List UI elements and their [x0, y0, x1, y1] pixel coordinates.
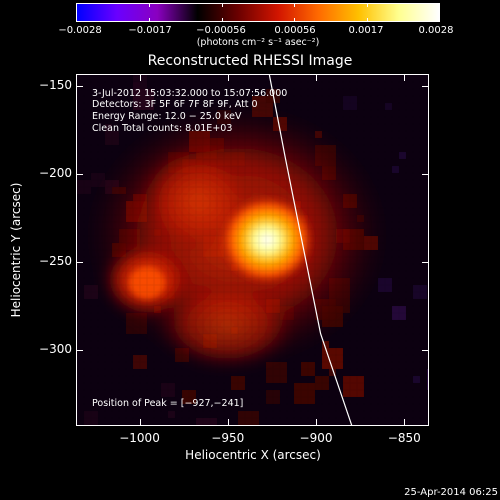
x-tick-label: −900: [299, 431, 333, 445]
y-axis-label: Heliocentric Y (arcsec): [9, 182, 23, 318]
annotation-energy: Energy Range: 12.0 − 25.0 keV: [92, 111, 242, 122]
reconstructed-image: [77, 75, 428, 425]
annotation-time-range: 3-Jul-2012 15:03:32.000 to 15:07:56.000: [92, 88, 288, 99]
y-tick-mark: [422, 86, 429, 88]
colorbar-units: (photons cm⁻² s⁻¹ asec⁻²): [196, 37, 320, 48]
x-tick-label: −850: [387, 431, 421, 445]
colorbar-label: −0.0017: [128, 25, 172, 36]
colorbar: [76, 3, 440, 22]
x-axis-label: Heliocentric X (arcsec): [185, 448, 321, 462]
annotation-peak: Position of Peak = [−927,−241]: [92, 398, 244, 409]
x-tick-mark: [404, 419, 406, 426]
solar-limb-line: [268, 75, 353, 425]
y-tick-mark: [76, 174, 83, 176]
colorbar-tick: [366, 18, 368, 22]
colorbar-tick: [221, 18, 223, 22]
y-tick-mark: [422, 262, 429, 264]
colorbar-gradient: [77, 4, 439, 21]
y-tick-label: −150: [39, 78, 72, 93]
annotation-detectors: Detectors: 3F 5F 6F 7F 8F 9F, Att 0: [92, 99, 258, 110]
colorbar-tick: [149, 3, 151, 7]
x-tick-label: −950: [211, 431, 245, 445]
y-tick-mark: [76, 86, 83, 88]
x-tick-mark: [227, 74, 229, 81]
colorbar-tick: [221, 3, 223, 7]
y-tick-mark: [76, 262, 83, 264]
y-tick-label: −250: [39, 254, 72, 269]
x-tick-mark: [404, 74, 406, 81]
colorbar-tick: [366, 3, 368, 7]
y-tick-label: −300: [39, 342, 72, 357]
y-tick-mark: [76, 350, 83, 352]
x-tick-mark: [227, 419, 229, 426]
colorbar-tick: [294, 18, 296, 22]
timestamp: 25-Apr-2014 06:25: [404, 487, 498, 498]
x-tick-mark: [316, 74, 318, 81]
x-tick-mark: [316, 419, 318, 426]
colorbar-label: 0.00056: [274, 25, 316, 36]
y-tick-label: −200: [39, 166, 72, 181]
colorbar-tick: [149, 18, 151, 22]
annotation-clean: Clean Total counts: 8.01E+03: [92, 123, 233, 134]
colorbar-label: −0.0028: [58, 25, 102, 36]
y-tick-mark: [422, 174, 429, 176]
x-tick-label: −1000: [119, 431, 160, 445]
colorbar-tick: [294, 3, 296, 7]
y-tick-mark: [422, 350, 429, 352]
image-frame: [76, 74, 429, 426]
colorbar-label: 0.0017: [348, 25, 384, 36]
x-tick-mark: [139, 419, 141, 426]
colorbar-label: −0.00056: [196, 25, 246, 36]
plot-title: Reconstructed RHESSI Image: [147, 53, 353, 69]
x-tick-mark: [139, 74, 141, 81]
colorbar-label: 0.0028: [418, 25, 454, 36]
